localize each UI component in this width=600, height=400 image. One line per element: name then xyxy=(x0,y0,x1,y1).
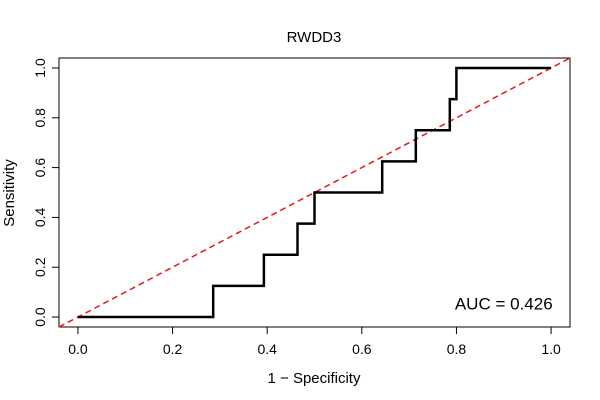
auc-annotation: AUC = 0.426 xyxy=(455,295,553,314)
x-tick-label: 0.0 xyxy=(68,341,88,357)
x-tick-label: 0.2 xyxy=(163,341,183,357)
chart-title: RWDD3 xyxy=(287,29,342,46)
axis-ticks: 0.0 0.2 0.4 0.6 0.8 1.0 0.0 0.2 0.4 0.6 0.8 1.0 xyxy=(32,58,561,357)
reference-diagonal-line xyxy=(58,57,571,328)
y-axis-label: Sensitivity xyxy=(1,159,18,227)
y-tick-label: 0.6 xyxy=(32,158,48,178)
x-axis-label: 1 − Specificity xyxy=(268,370,361,387)
y-tick-label: 0.0 xyxy=(32,307,48,327)
plot-series xyxy=(58,57,571,328)
x-tick-label: 1.0 xyxy=(541,341,561,357)
y-tick-label: 1.0 xyxy=(32,58,48,78)
y-tick-label: 0.4 xyxy=(32,207,48,227)
roc-curve-line xyxy=(77,66,552,319)
x-tick-label: 0.4 xyxy=(257,341,277,357)
y-tick-label: 0.2 xyxy=(32,257,48,277)
y-tick-label: 0.8 xyxy=(32,108,48,128)
x-tick-label: 0.6 xyxy=(352,341,372,357)
x-tick-label: 0.8 xyxy=(447,341,467,357)
